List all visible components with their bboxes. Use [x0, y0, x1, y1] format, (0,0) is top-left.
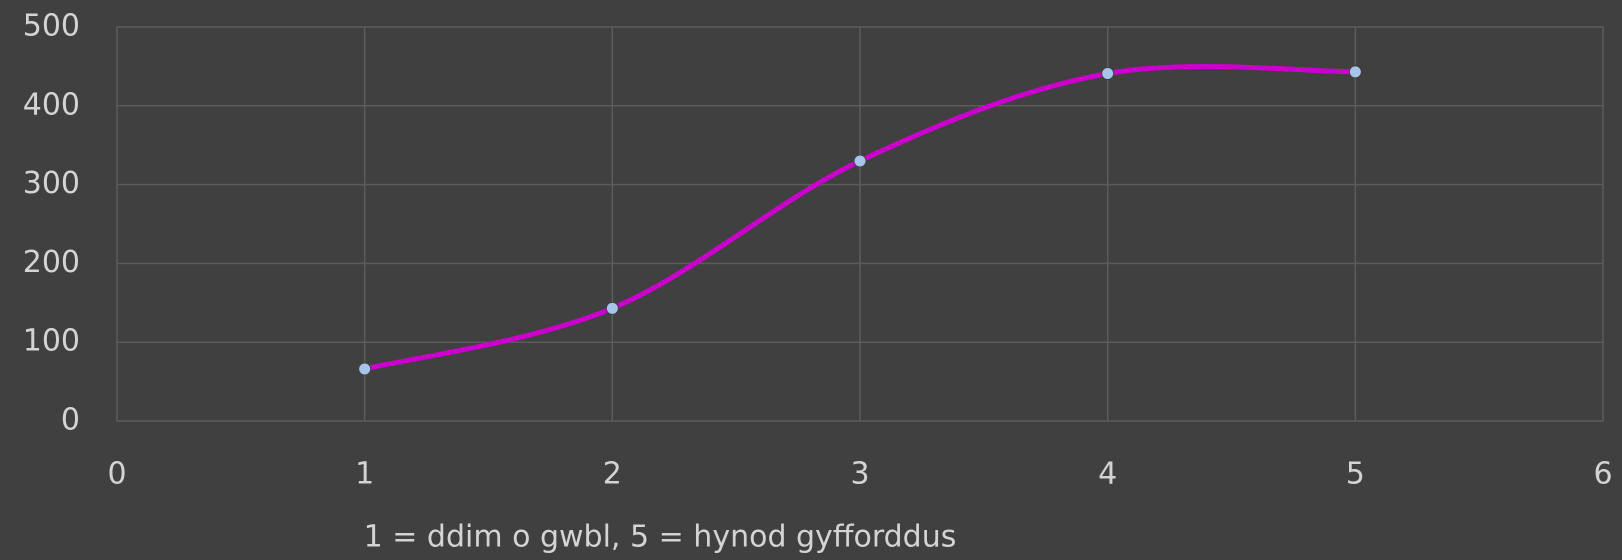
- data-point: [1348, 65, 1362, 79]
- x-tick-label: 5: [1346, 457, 1365, 492]
- y-tick-label: 300: [23, 166, 80, 201]
- data-point: [853, 154, 867, 168]
- y-tick-label: 0: [61, 403, 80, 438]
- x-axis-label: 1 = ddim o gwbl, 5 = hynod gyfforddus: [364, 520, 957, 555]
- y-tick-label: 400: [23, 87, 80, 122]
- y-tick-label: 500: [23, 9, 80, 44]
- x-tick-label: 2: [603, 457, 622, 492]
- y-tick-label: 100: [23, 324, 80, 359]
- data-point: [358, 362, 372, 376]
- data-point: [605, 301, 619, 315]
- x-tick-label: 3: [850, 457, 869, 492]
- data-point: [1101, 66, 1115, 80]
- y-tick-label: 200: [23, 245, 80, 280]
- x-tick-label: 4: [1098, 457, 1117, 492]
- x-tick-label: 0: [107, 457, 126, 492]
- x-tick-label: 6: [1593, 457, 1612, 492]
- x-tick-label: 1: [355, 457, 374, 492]
